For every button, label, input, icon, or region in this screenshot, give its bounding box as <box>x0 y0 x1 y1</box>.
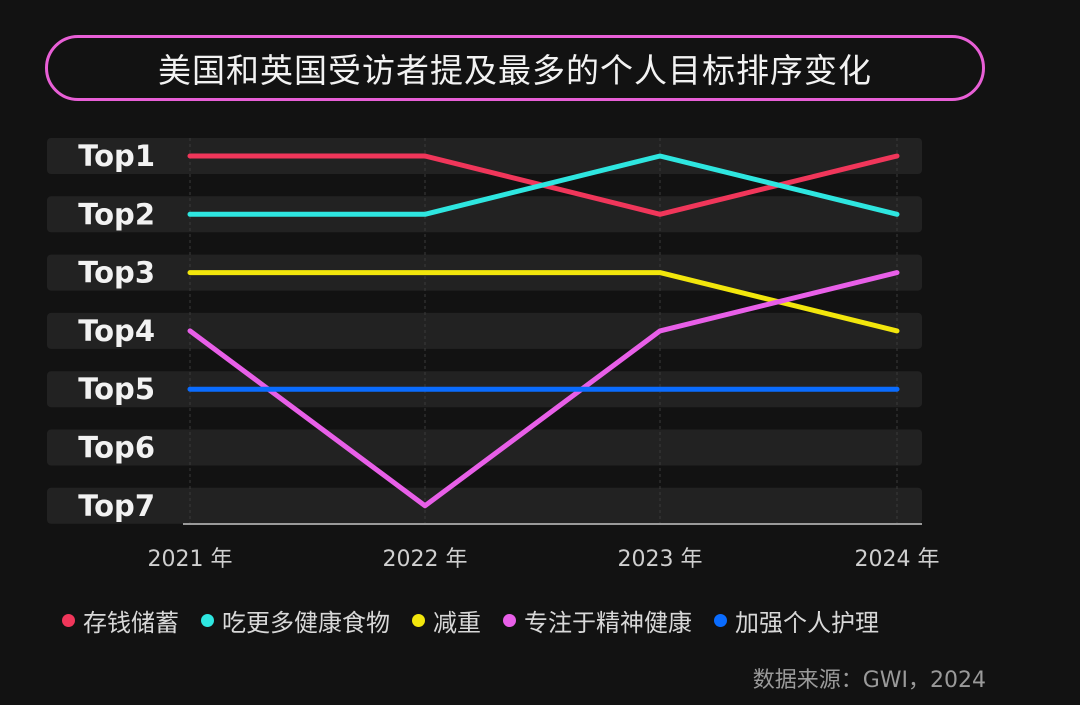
legend-dot-icon <box>201 614 214 627</box>
y-tick-label: Top7 <box>78 489 155 523</box>
y-tick-label: Top2 <box>78 197 155 231</box>
legend-item: 存钱储蓄 <box>62 603 179 638</box>
legend: 存钱储蓄 吃更多健康食物 减重 专注于精神健康 加强个人护理 <box>62 603 901 638</box>
x-tick-label: 2021 年 <box>148 547 233 572</box>
legend-item: 加强个人护理 <box>714 603 879 638</box>
series-line-2 <box>187 153 900 217</box>
x-tick-label: 2023 年 <box>618 547 703 572</box>
legend-dot-icon <box>62 614 75 627</box>
legend-label: 专注于精神健康 <box>524 609 692 637</box>
legend-dot-icon <box>503 614 516 627</box>
legend-label: 加强个人护理 <box>735 609 879 637</box>
source-note: 数据来源：GWI，2024 <box>752 668 986 693</box>
legend-dot-icon <box>412 614 425 627</box>
y-tick-label: Top4 <box>78 314 155 348</box>
y-tick-label: Top1 <box>78 139 155 173</box>
legend-label: 吃更多健康食物 <box>222 609 390 637</box>
series-line-4 <box>187 270 900 509</box>
legend-item: 吃更多健康食物 <box>201 603 390 638</box>
legend-dot-icon <box>714 614 727 627</box>
y-tick-label: Top3 <box>78 256 155 290</box>
legend-label: 存钱储蓄 <box>83 609 179 637</box>
x-tick-label: 2024 年 <box>855 547 940 572</box>
chart-title-box: 美国和英国受访者提及最多的个人目标排序变化 <box>45 35 985 101</box>
y-tick-label: Top6 <box>78 431 155 465</box>
row-band-4 <box>47 312 922 349</box>
legend-item: 减重 <box>412 603 481 638</box>
x-tick-label: 2022 年 <box>383 547 468 572</box>
legend-item: 专注于精神健康 <box>503 603 692 638</box>
row-band-6 <box>47 429 922 466</box>
chart-title: 美国和英国受访者提及最多的个人目标排序变化 <box>158 51 872 90</box>
row-band-7 <box>47 487 922 524</box>
y-tick-label: Top5 <box>78 372 155 406</box>
legend-label: 减重 <box>433 609 481 637</box>
